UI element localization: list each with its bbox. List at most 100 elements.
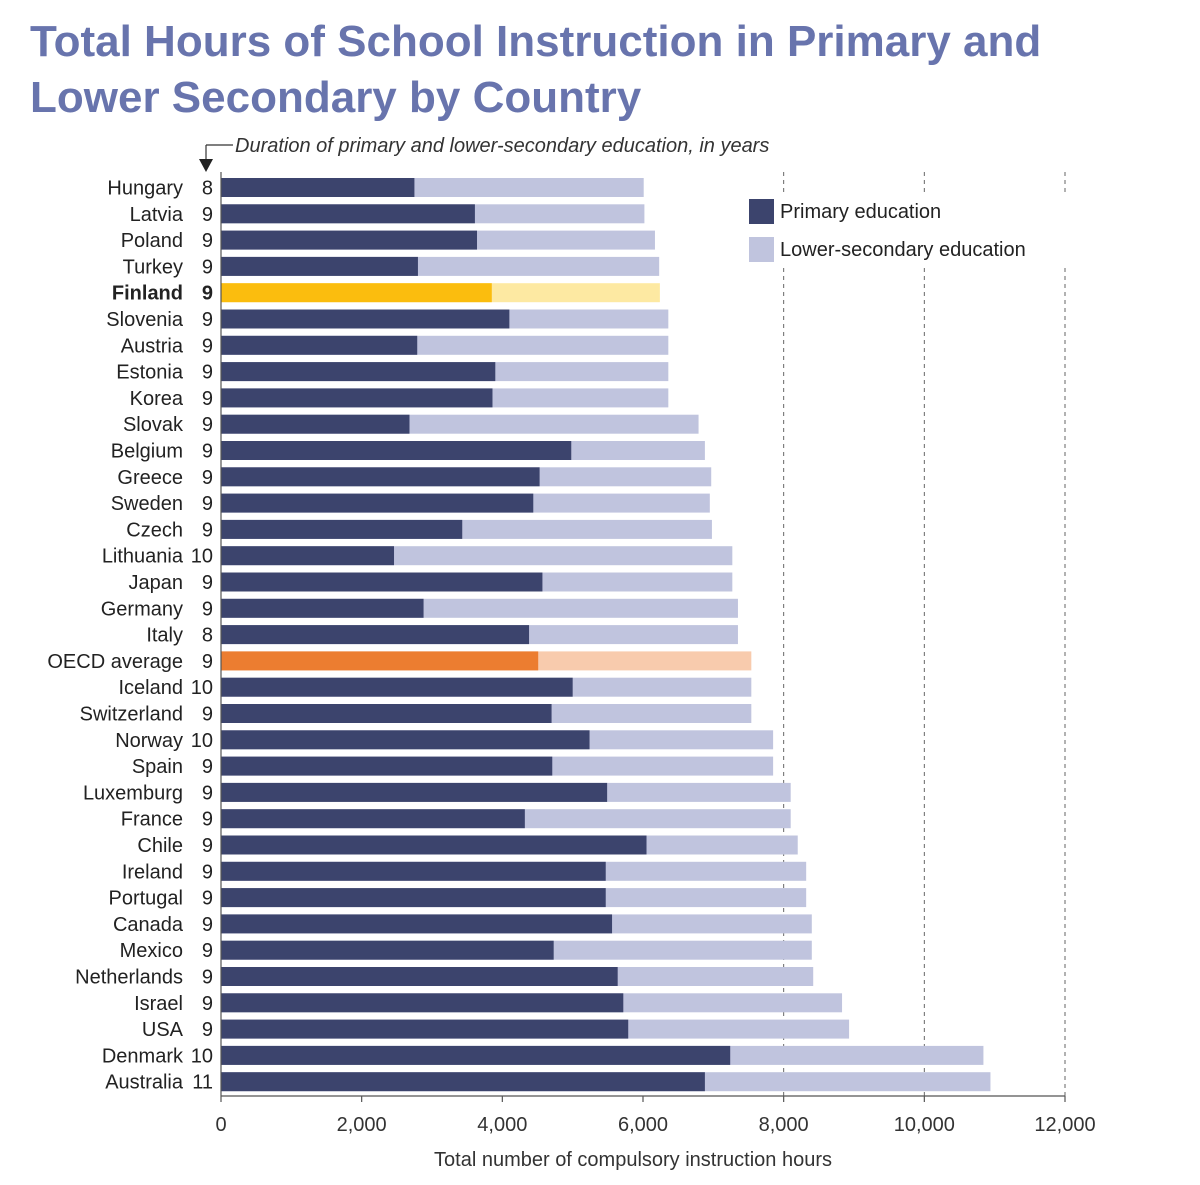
years-label: 9 xyxy=(202,888,213,910)
years-label: 9 xyxy=(202,782,213,804)
country-label: Israel xyxy=(134,993,183,1015)
country-label: Luxemburg xyxy=(83,782,183,804)
years-label: 9 xyxy=(202,283,213,305)
years-label: 10 xyxy=(191,1045,213,1067)
bar-primary xyxy=(221,309,510,329)
bar-primary xyxy=(221,598,424,618)
years-label: 9 xyxy=(202,309,213,331)
years-label: 9 xyxy=(202,204,213,226)
bar-primary xyxy=(221,677,573,697)
legend-swatch-primary xyxy=(749,199,774,224)
legend-label-primary: Primary education xyxy=(780,201,941,223)
bar-primary xyxy=(221,1045,731,1065)
x-tick-label: 4,000 xyxy=(477,1114,527,1136)
bar-primary xyxy=(221,414,410,434)
years-label: 9 xyxy=(202,651,213,673)
country-label: Netherlands xyxy=(75,967,183,989)
years-label: 9 xyxy=(202,809,213,831)
bar-primary xyxy=(221,835,647,855)
country-label: Latvia xyxy=(130,204,184,226)
country-label: Slovak xyxy=(123,414,184,436)
country-label: Iceland xyxy=(119,677,184,699)
country-label: Chile xyxy=(137,835,183,857)
bar-primary xyxy=(221,441,572,460)
years-label: 9 xyxy=(202,230,213,252)
years-label: 10 xyxy=(191,546,213,568)
x-axis-label: Total number of compulsory instruction h… xyxy=(434,1149,832,1171)
country-label: Greece xyxy=(117,467,183,489)
subtitle-annotation: Duration of primary and lower-secondary … xyxy=(199,135,769,172)
bar-primary xyxy=(221,993,624,1013)
years-label: 9 xyxy=(202,388,213,410)
bar-primary xyxy=(221,1019,629,1039)
years-label: 9 xyxy=(202,1019,213,1041)
country-label: Canada xyxy=(113,914,184,936)
country-label: Austria xyxy=(121,335,184,357)
bar-primary xyxy=(221,651,539,671)
years-label: 9 xyxy=(202,256,213,278)
years-label: 10 xyxy=(191,730,213,752)
legend-background xyxy=(743,196,1085,264)
x-tick-label: 2,000 xyxy=(337,1114,387,1136)
years-label: 9 xyxy=(202,362,213,384)
country-label: Turkey xyxy=(123,256,183,278)
gridlines xyxy=(783,172,1066,1096)
legend-label-lower-secondary: Lower-secondary education xyxy=(780,239,1026,261)
years-label: 8 xyxy=(202,625,213,647)
bar-primary xyxy=(221,730,590,750)
country-label: Portugal xyxy=(109,888,184,910)
subtitle-arrow-icon xyxy=(199,159,213,172)
bar-primary xyxy=(221,782,608,802)
years-label: 9 xyxy=(202,940,213,962)
x-tick-label: 12,000 xyxy=(1034,1114,1095,1136)
legend-swatch-lower-secondary xyxy=(749,237,774,262)
country-label: Estonia xyxy=(116,362,184,384)
country-label: Belgium xyxy=(111,441,183,463)
bar-primary xyxy=(221,625,530,645)
country-label: Spain xyxy=(132,756,183,778)
bar-primary xyxy=(221,546,395,566)
country-label: USA xyxy=(142,1019,184,1041)
x-tick-label: 0 xyxy=(215,1114,226,1136)
country-label: Mexico xyxy=(120,940,183,962)
years-label: 9 xyxy=(202,335,213,357)
bar-primary xyxy=(221,1072,705,1092)
legend: Primary education Lower-secondary educati… xyxy=(743,196,1085,264)
years-label: 9 xyxy=(202,519,213,541)
years-label: 9 xyxy=(202,493,213,515)
bar-primary xyxy=(221,467,540,487)
bar-primary xyxy=(221,230,478,250)
subtitle: Duration of primary and lower-secondary … xyxy=(235,135,769,157)
row-labels: Hungary 8 Latvia 9 Poland 9 Turkey 9 Finland 9 Slo… xyxy=(47,178,213,1094)
bar-primary xyxy=(221,704,552,723)
years-label: 9 xyxy=(202,861,213,883)
country-label: Australia xyxy=(105,1072,184,1094)
bar-primary xyxy=(221,256,418,276)
x-tick-label: 10,000 xyxy=(894,1114,955,1136)
bar-primary xyxy=(221,362,496,382)
years-label: 9 xyxy=(202,572,213,594)
country-label: OECD average xyxy=(47,651,183,673)
bar-primary xyxy=(221,940,554,960)
years-label: 11 xyxy=(192,1072,213,1094)
country-label: Switzerland xyxy=(80,704,183,726)
years-label: 9 xyxy=(202,598,213,620)
bar-primary xyxy=(221,388,493,408)
bar-primary xyxy=(221,493,534,513)
bar-primary xyxy=(221,572,543,592)
bars xyxy=(221,178,991,1092)
country-label: Sweden xyxy=(111,493,183,515)
bar-primary xyxy=(221,335,418,355)
bar-primary xyxy=(221,861,606,881)
x-tick-label: 8,000 xyxy=(759,1114,809,1136)
years-label: 9 xyxy=(202,835,213,857)
years-label: 9 xyxy=(202,756,213,778)
country-label: Korea xyxy=(130,388,184,410)
years-label: 9 xyxy=(202,467,213,489)
country-label: Lithuania xyxy=(102,546,184,568)
country-label: Hungary xyxy=(107,178,183,200)
chart-title: Total Hours of School Instruction in Pri… xyxy=(30,17,1042,122)
country-label: Denmark xyxy=(102,1045,184,1067)
bar-primary xyxy=(221,888,606,908)
